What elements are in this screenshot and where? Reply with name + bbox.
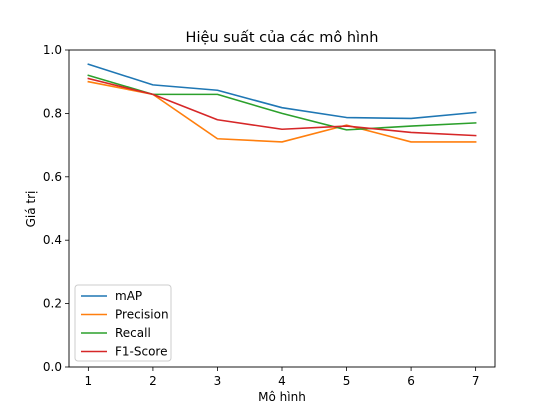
series-line-f1-score <box>87 77 477 137</box>
x-axis: 1 2 3 4 5 6 7 <box>85 367 480 388</box>
x-tick-label: 4 <box>278 374 286 388</box>
x-tick-label: 1 <box>85 374 93 388</box>
legend-item: F1-Score <box>81 345 167 359</box>
y-tick-label: 0.0 <box>43 360 62 374</box>
legend-item: Precision <box>81 308 169 322</box>
legend-label: mAP <box>115 289 142 303</box>
legend: mAP Precision Recall F1-Score <box>74 284 172 362</box>
series-lines <box>87 63 477 143</box>
y-axis: 0.0 0.2 0.4 0.6 0.8 1.0 <box>43 43 69 374</box>
y-tick-label: 1.0 <box>43 43 62 57</box>
legend-box <box>74 284 172 362</box>
legend-label: F1-Score <box>115 345 167 359</box>
chart-title: Hiệu suất của các mô hình <box>186 30 379 46</box>
x-tick-label: 5 <box>343 374 351 388</box>
y-axis-label: Giá trị <box>24 191 38 228</box>
y-tick-label: 0.4 <box>43 233 62 247</box>
y-tick-label: 0.8 <box>43 106 62 120</box>
y-tick-label: 0.2 <box>43 297 62 311</box>
x-tick-label: 2 <box>149 374 157 388</box>
x-tick-label: 3 <box>214 374 222 388</box>
x-tick-label: 7 <box>472 374 480 388</box>
legend-label: Recall <box>115 326 151 340</box>
x-axis-label: Mô hình <box>258 390 306 404</box>
x-tick-label: 6 <box>407 374 415 388</box>
legend-label: Precision <box>115 308 169 322</box>
y-tick-label: 0.6 <box>43 170 62 184</box>
legend-item: Recall <box>81 326 151 340</box>
legend-item: mAP <box>81 289 142 303</box>
series-line-map <box>87 63 477 120</box>
